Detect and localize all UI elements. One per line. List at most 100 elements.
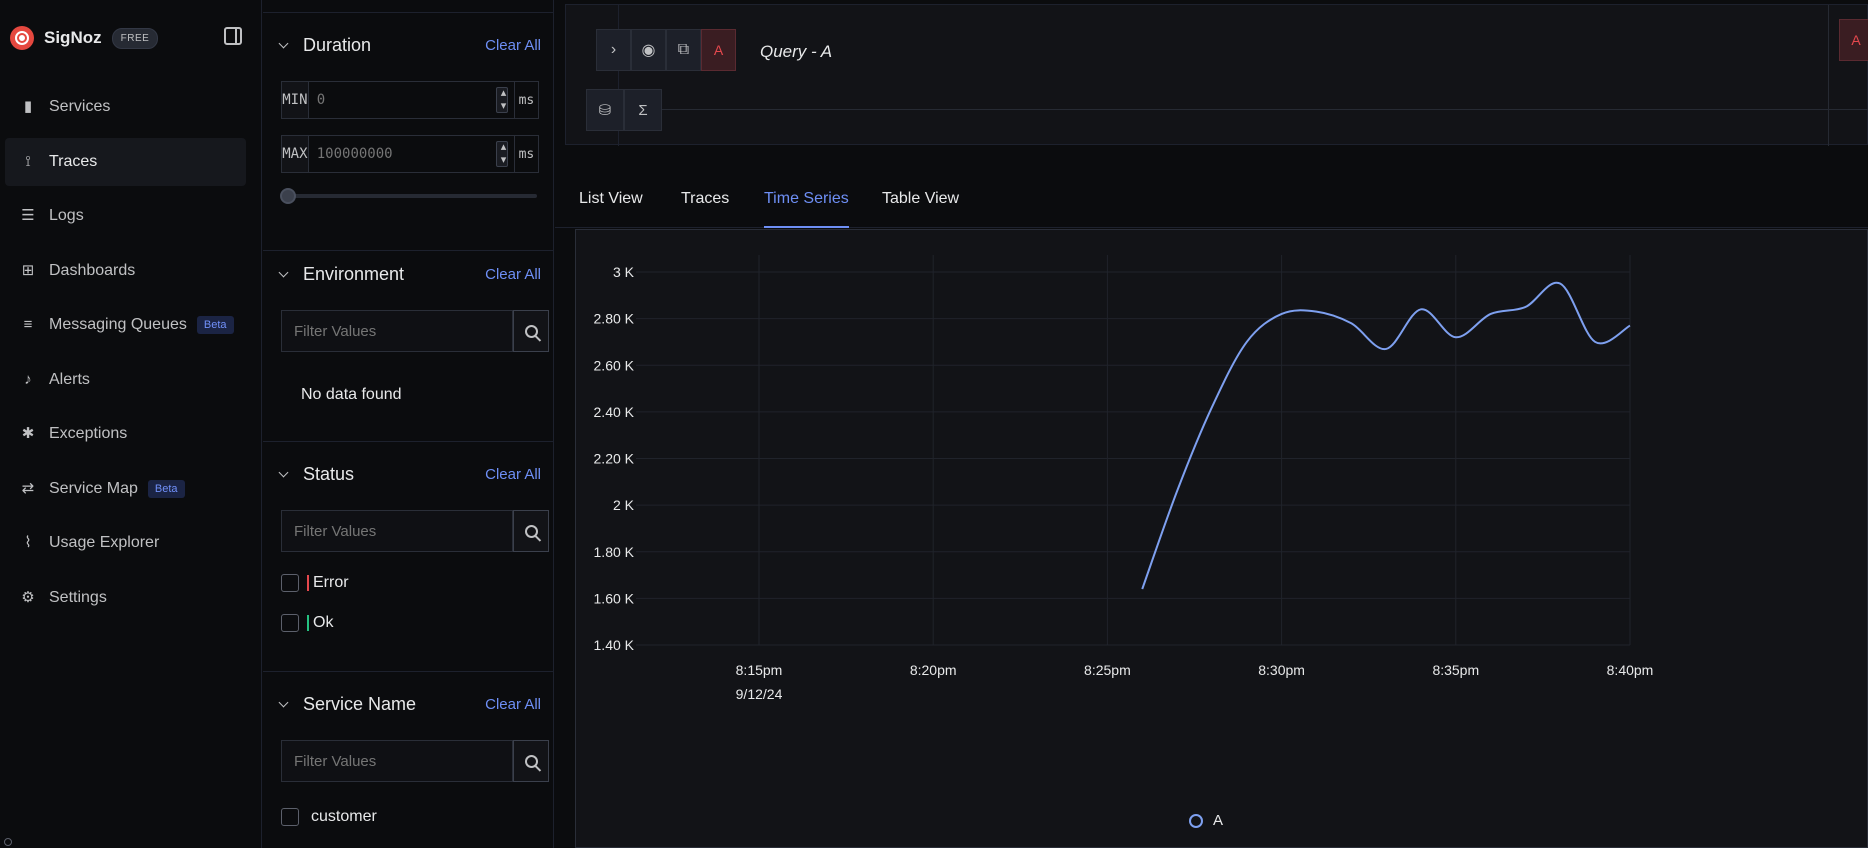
checkbox[interactable] [281, 614, 299, 632]
tab-table-view[interactable]: Table View [882, 190, 960, 207]
empty-state-text: No data found [301, 386, 402, 403]
sidebar-item-logs[interactable]: ☰ Logs [5, 192, 246, 240]
brand-name: SigNoz [44, 28, 102, 47]
status-filter-header[interactable]: Status Clear All [279, 454, 541, 494]
environment-filter: Environment Clear All No data found [263, 250, 553, 440]
service-name-filter-header[interactable]: Service Name Clear All [279, 684, 541, 724]
tab-traces[interactable]: Traces [681, 190, 730, 207]
duration-filter-header[interactable]: Duration Clear All [279, 25, 541, 65]
duration-filter: Duration Clear All MIN ms MAX ms [263, 12, 553, 224]
sidebar-item-usage-explorer[interactable]: ⌇ Usage Explorer [5, 519, 246, 567]
sidebar-item-exceptions[interactable]: ✱ Exceptions [5, 410, 246, 458]
bell-icon: ♪ [24, 370, 32, 388]
sidebar-collapse-icon[interactable] [224, 27, 242, 45]
status-filter: Status Clear All Error Ok [263, 441, 553, 671]
sidebar-item-label: Exceptions [49, 425, 128, 442]
x-tick-label: 8:35pm [1432, 662, 1479, 678]
route-icon: ⇄ [21, 479, 35, 497]
max-stepper[interactable] [495, 140, 508, 167]
status-option-error[interactable]: Error [281, 574, 349, 592]
service-name-search-input[interactable] [281, 740, 513, 782]
y-tick-label: 2.20 K [594, 451, 635, 467]
sidebar-item-service-map[interactable]: ⇄ Service Map Beta [5, 465, 246, 513]
tab-time-series[interactable]: Time Series [764, 190, 849, 228]
aggregate-button[interactable]: Σ [624, 89, 662, 131]
chart-svg: 1.40 K 1.60 K 1.80 K 2 K 2.20 K 2.40 K 2.60 K 2… [594, 255, 1654, 702]
y-tick-label: 2.80 K [594, 311, 635, 327]
filter-title: Status [303, 463, 355, 484]
duration-min-field: MIN ms [281, 81, 539, 119]
filter-title: Duration [303, 34, 372, 55]
sidebar-item-label: Dashboards [49, 261, 136, 279]
bar-chart-icon: ▮ [23, 98, 33, 115]
divider [618, 5, 619, 146]
sidebar-item-messaging-queues[interactable]: ≡ Messaging Queues Beta [5, 301, 246, 349]
duration-slider-handle[interactable] [280, 188, 296, 204]
sidebar-item-services[interactable]: ▮ Services [5, 83, 246, 131]
service-name-filter: Service Name Clear All customer [263, 671, 553, 848]
view-tabs: List View Traces Time Series Table View [555, 180, 1868, 228]
x-tick-label: 8:40pm [1607, 662, 1654, 678]
status-search [281, 510, 549, 552]
x-tick-label: 8:20pm [910, 662, 957, 678]
list-icon: ≡ [23, 316, 33, 333]
search-icon [524, 324, 538, 338]
query-source-toolbar: ⛁ Σ [586, 89, 662, 131]
search-button[interactable] [513, 510, 549, 552]
sidebar-item-label: Alerts [49, 370, 90, 388]
filter-panel: Duration Clear All MIN ms MAX ms Environ [263, 0, 554, 848]
max-unit: ms [513, 136, 538, 172]
clear-all-button[interactable]: Clear All [485, 695, 541, 713]
sidebar-item-label: Traces [49, 152, 98, 170]
status-label: Error [313, 574, 349, 591]
sidebar-item-traces[interactable]: ⟟ Traces [5, 137, 246, 186]
copy-icon: ⧉ [677, 41, 690, 58]
datasource-button[interactable]: ⛁ [586, 89, 624, 131]
expand-query-button[interactable]: › [596, 29, 631, 71]
checkbox[interactable] [281, 574, 299, 592]
status-search-input[interactable] [281, 510, 513, 552]
tab-list-view[interactable]: List View [579, 190, 643, 207]
brand[interactable]: SigNoz FREE [10, 24, 159, 52]
duration-max-field: MAX ms [281, 135, 539, 173]
main-panel: › ◉ ⧉ A Query - A ⛁ Σ A List View Traces… [555, 0, 1868, 848]
status-label: Ok [313, 614, 334, 631]
beta-badge: Beta [196, 316, 234, 334]
database-icon: ⛁ [598, 102, 612, 119]
clear-all-button[interactable]: Clear All [485, 265, 541, 283]
min-stepper[interactable] [495, 86, 508, 113]
sidebar-item-label: Usage Explorer [49, 534, 160, 551]
duration-min-input[interactable] [308, 82, 496, 118]
eye-icon: ◉ [641, 42, 656, 59]
sidebar-item-dashboards[interactable]: ⊞ Dashboards [5, 247, 246, 295]
copy-query-button[interactable]: ⧉ [666, 29, 701, 71]
status-option-ok[interactable]: Ok [281, 614, 333, 632]
scroll-icon: ☰ [21, 207, 35, 224]
help-icon[interactable] [4, 838, 12, 846]
checkbox[interactable] [281, 808, 299, 826]
toggle-visibility-button[interactable]: ◉ [631, 29, 666, 71]
chevron-down-icon [279, 269, 289, 279]
environment-filter-header[interactable]: Environment Clear All [279, 254, 541, 294]
search-button[interactable] [513, 740, 549, 782]
y-tick-label: 2.60 K [594, 357, 635, 373]
bug-icon: ✱ [21, 425, 35, 442]
duration-slider-track[interactable] [285, 194, 537, 198]
clear-all-button[interactable]: Clear All [485, 36, 541, 54]
chevron-down-icon [279, 40, 289, 50]
sidebar-item-alerts[interactable]: ♪ Alerts [5, 356, 246, 404]
duration-max-input[interactable] [308, 136, 496, 172]
max-label: MAX [282, 136, 309, 172]
environment-search-input[interactable] [281, 310, 513, 352]
draft-icon: ⟟ [25, 152, 31, 170]
search-button[interactable] [513, 310, 549, 352]
min-unit: ms [513, 82, 538, 118]
query-letter-badge[interactable]: A [701, 29, 736, 71]
chart-legend[interactable]: A [1189, 812, 1223, 829]
ok-status-marker [307, 615, 309, 631]
sidebar-item-settings[interactable]: ⚙ Settings [5, 574, 246, 622]
search-icon [524, 524, 538, 538]
clear-all-button[interactable]: Clear All [485, 465, 541, 483]
service-option-customer[interactable]: customer [281, 808, 377, 826]
formula-letter-badge[interactable]: A [1839, 19, 1868, 61]
